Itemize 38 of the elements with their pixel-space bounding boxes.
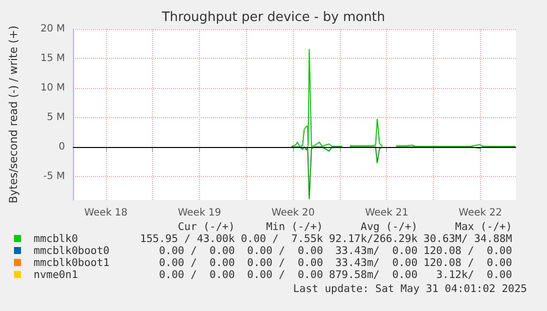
text: Cur (-/+) (176, 221, 235, 233)
text: 0.00 / 7.55k (240, 233, 324, 245)
text: 0.00 / 0.00 (246, 257, 324, 269)
text: 30.63M/ 34.88M (422, 233, 512, 245)
text: 33.43m/ 0.00 (334, 245, 418, 257)
chart-title: Throughput per device - by month (160, 10, 386, 25)
y-axis-title: Bytes/second read (-) / write (+) (7, 26, 20, 204)
y-tick-label: 0 (58, 141, 65, 152)
text: Min (-/+) (265, 221, 324, 233)
y-tick-label: 15 M (40, 52, 65, 64)
x-tick-label: Week 21 (365, 208, 408, 218)
legend-label: mmcblk0boot0 (32, 245, 111, 257)
y-tick-label: 20 M (40, 24, 65, 34)
x-tick-label: Week 20 (271, 208, 315, 218)
text: Last update: Sat May 31 04:01:02 2025 (293, 283, 527, 295)
text: 3.12k/ 0.00 (435, 269, 512, 281)
text: 92.17k/266.29k (328, 233, 418, 245)
text: Max (-/+) (454, 221, 512, 233)
text: 120.08 / 0.00 (422, 257, 512, 269)
legend-label: mmcblk0 (32, 233, 79, 245)
legend-label: nvme0n1 (32, 269, 79, 281)
x-tick-label: Week 19 (178, 208, 222, 218)
x-tick-label: Week 18 (84, 208, 128, 218)
y-tick-label: 5 M (46, 112, 65, 123)
text: 0.00 / 0.00 (158, 257, 235, 269)
text: 879.58m/ 0.00 (328, 269, 418, 281)
text: 0.00 / 0.00 (158, 245, 235, 257)
y-tick-label: 10 M (40, 82, 65, 94)
text: 33.43m/ 0.00 (334, 257, 418, 269)
y-tick-label: -5 M (43, 170, 65, 182)
text: 120.08 / 0.00 (422, 245, 512, 257)
legend-label: mmcblk0boot1 (32, 257, 111, 269)
text: 0.00 / 0.00 (246, 245, 324, 257)
text: 0.00 / 0.00 (246, 269, 324, 281)
text: 155.95 / 43.00k (139, 233, 235, 245)
text: Avg (-/+) (360, 221, 418, 233)
x-tick-label: Week 22 (458, 208, 502, 218)
text: 0.00 / 0.00 (158, 269, 235, 281)
